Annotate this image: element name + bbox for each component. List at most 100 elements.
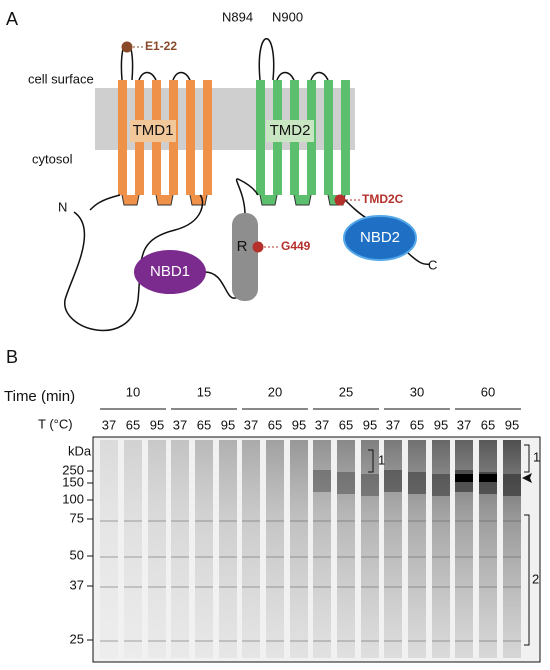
bracket xyxy=(524,514,530,646)
nbd2 xyxy=(343,215,417,261)
mw-marker: 50 xyxy=(70,547,84,562)
gel-band xyxy=(361,474,379,496)
temp-label: 95 xyxy=(292,417,306,432)
linker xyxy=(64,194,204,332)
gel-band xyxy=(148,640,166,642)
tmd2-label: TMD2 xyxy=(270,122,311,139)
tag-label: TMD2C xyxy=(362,192,404,206)
gel-band xyxy=(195,556,213,558)
gel-band xyxy=(408,640,426,642)
temp-label: 65 xyxy=(268,417,282,432)
tag-label: E1-22 xyxy=(145,39,177,53)
cytosol-label: cytosol xyxy=(32,151,73,166)
gel-band xyxy=(266,586,284,588)
gel-band xyxy=(479,474,497,482)
domain-box xyxy=(266,120,314,142)
gel-lane xyxy=(195,440,213,658)
domain-box xyxy=(130,120,176,142)
gel-band xyxy=(432,640,450,642)
gel-band xyxy=(313,520,331,522)
gel-band xyxy=(195,640,213,642)
bracket-label: 2 xyxy=(532,571,539,586)
gel-band xyxy=(148,586,166,588)
mw-marker: 100 xyxy=(62,491,84,506)
loop xyxy=(172,71,191,81)
panel-b-labels: 10 37 65 95 15 37 65 95 20 37 65 95 25 37 65 95 30 37 65 95… xyxy=(62,384,521,646)
gel-lane xyxy=(100,440,118,658)
gel-lane xyxy=(337,440,355,658)
mw-marker: 75 xyxy=(70,510,84,525)
temp-label: 65 xyxy=(197,417,211,432)
gel-band xyxy=(384,520,402,522)
helix xyxy=(118,80,127,195)
helix xyxy=(256,80,265,195)
nbd2-label: NBD2 xyxy=(360,229,400,246)
gel-band xyxy=(313,640,331,642)
temp-label: 65 xyxy=(339,417,353,432)
time-label: 15 xyxy=(197,384,211,399)
loop xyxy=(310,71,329,81)
tmd1-label: TMD1 xyxy=(133,122,174,139)
gel-band xyxy=(290,520,308,522)
bracket-label: 1 xyxy=(378,452,385,467)
gel-band xyxy=(337,586,355,588)
gel-band xyxy=(479,556,497,558)
gel-band xyxy=(195,586,213,588)
gel-lane xyxy=(219,440,237,658)
gel-band xyxy=(408,556,426,558)
temp-label: 37 xyxy=(102,417,116,432)
gel-band xyxy=(219,640,237,642)
bracket xyxy=(368,449,374,473)
arrowhead xyxy=(522,473,532,483)
gel-lanes xyxy=(100,440,521,658)
loop xyxy=(293,194,312,206)
linker xyxy=(404,249,431,266)
gel-lane xyxy=(455,440,473,658)
time-label: 20 xyxy=(268,384,282,399)
gel-lane xyxy=(408,440,426,658)
gel-band xyxy=(242,586,260,588)
gel-band xyxy=(100,640,118,642)
linker xyxy=(89,194,121,211)
gel-lane xyxy=(290,440,308,658)
gel-band xyxy=(384,640,402,642)
gel-band xyxy=(408,472,426,494)
gel-band xyxy=(408,520,426,522)
gel-lane xyxy=(384,440,402,658)
gel-band xyxy=(266,640,284,642)
gel-band xyxy=(455,586,473,588)
gel-band xyxy=(479,586,497,588)
gel-lane xyxy=(313,440,331,658)
nbd1 xyxy=(134,250,206,294)
loop xyxy=(155,194,174,206)
gel-band xyxy=(432,474,450,496)
gel-band xyxy=(432,556,450,558)
gel-band xyxy=(503,640,521,642)
tag-dot xyxy=(252,241,264,253)
gel-band xyxy=(171,520,189,522)
gel-band xyxy=(361,556,379,558)
gel-band xyxy=(100,556,118,558)
gel-band xyxy=(361,520,379,522)
temp-label: 95 xyxy=(505,417,519,432)
gel-band xyxy=(124,556,142,558)
cell-surface-label: cell surface xyxy=(28,71,94,86)
gel-lane xyxy=(124,440,142,658)
helix xyxy=(203,80,212,195)
gel-lane xyxy=(171,440,189,658)
mw-marker: 250 xyxy=(62,462,84,477)
gel-band xyxy=(124,640,142,642)
n-terminus: N xyxy=(58,199,67,214)
time-label: Time (min) xyxy=(4,388,75,405)
loop xyxy=(121,194,140,206)
gel-band xyxy=(503,474,521,496)
gel-band xyxy=(219,556,237,558)
loop xyxy=(138,71,157,81)
gel-lane xyxy=(432,440,450,658)
temp-label: T (°C) xyxy=(38,416,73,431)
panel-label: A xyxy=(6,9,18,29)
glyco-site: N894 xyxy=(222,9,253,24)
temp-label: 37 xyxy=(244,417,258,432)
gel-band xyxy=(290,640,308,642)
